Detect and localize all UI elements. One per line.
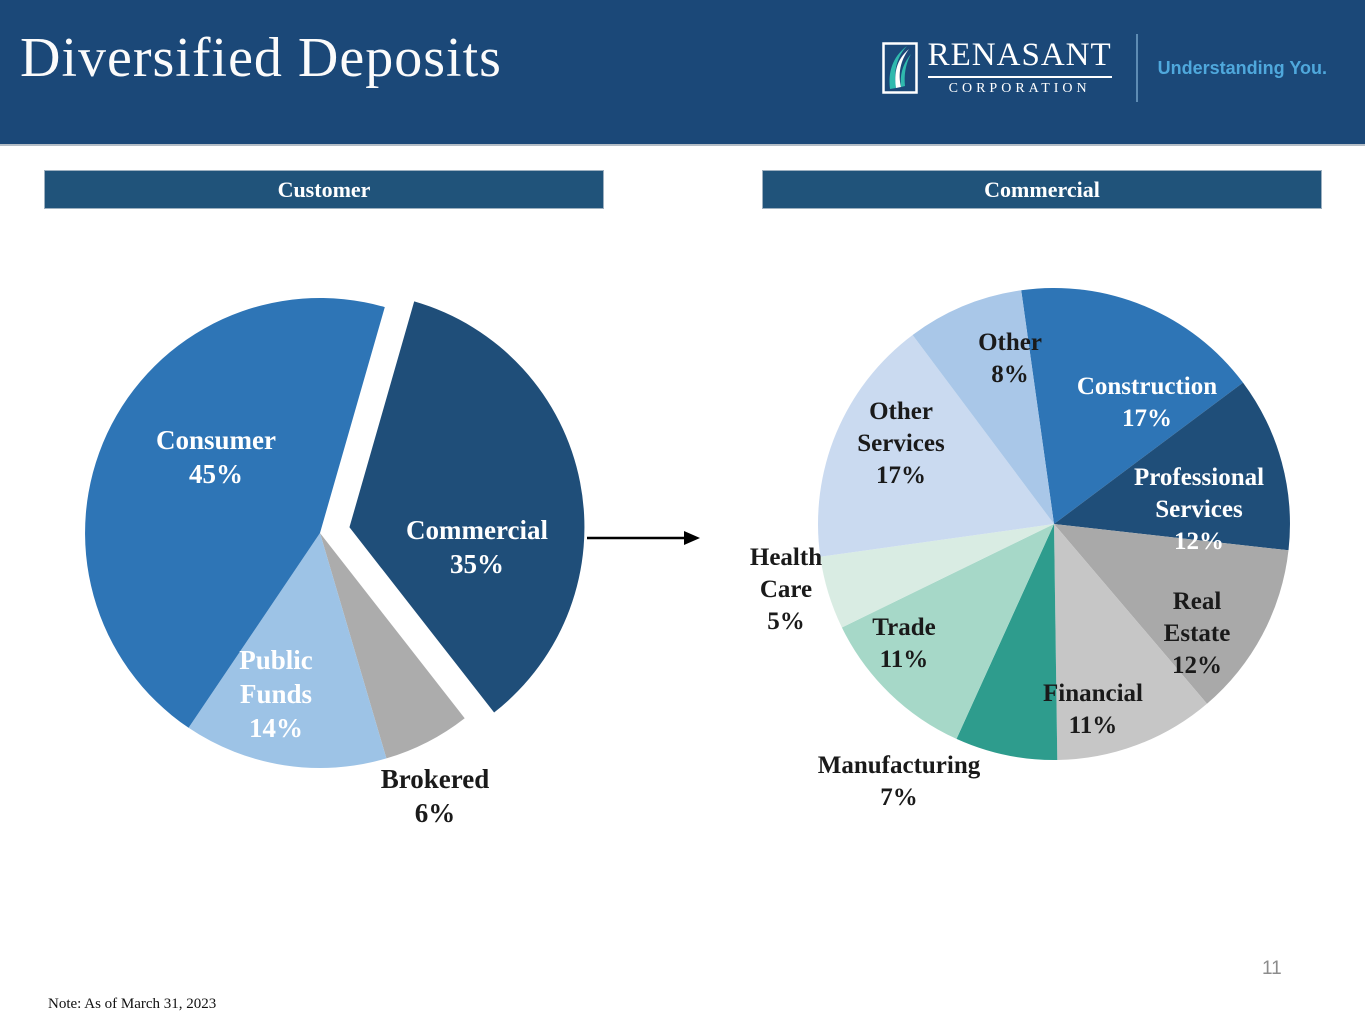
page-title: Diversified Deposits <box>20 27 502 89</box>
logo-wordmark: RENASANT CORPORATION <box>927 39 1112 97</box>
pie-slice-public-funds <box>188 533 387 768</box>
pie-slice-other-services <box>818 335 1054 557</box>
pie-label-consumer: Consumer 45% <box>156 425 276 489</box>
pie-label-health-care: Health Care 5% <box>749 544 823 635</box>
header-banner: Diversified Deposits RENASANT CORPORATIO… <box>0 0 1365 146</box>
pie-slice-commercial <box>349 301 585 713</box>
pie-label-financial: Financial 11% <box>1042 680 1144 739</box>
pie-slice-trade <box>841 524 1054 739</box>
footnote: Note: As of March 31, 2023 <box>48 996 217 1012</box>
section-header-commercial-label: Commercial <box>984 176 1100 202</box>
pie-label-construction: Construction 17% <box>1076 373 1218 432</box>
renasant-logo: RENASANT CORPORATION Understanding You. <box>881 34 1327 102</box>
pie-label-professional-services: Professional Services 12% <box>1133 464 1265 555</box>
pie-label-other: Other 8% <box>978 329 1042 388</box>
pie-slice-manufacturing <box>956 524 1058 761</box>
section-header-commercial: Commercial <box>762 170 1322 209</box>
pie-slice-professional-services <box>1054 382 1290 551</box>
pie-label-trade: Trade 11% <box>872 614 936 673</box>
pie-label-commercial: Commercial 35% <box>406 515 548 579</box>
renasant-feather-icon <box>881 42 918 94</box>
pie-label-real-estate: Real Estate 12% <box>1163 588 1231 679</box>
pie-label-other-services: Other Services 17% <box>857 398 945 489</box>
section-header-customer-label: Customer <box>277 176 371 202</box>
pie-label-manufacturing: Manufacturing 7% <box>817 752 981 811</box>
pie-slice-brokered <box>320 533 465 759</box>
pie-label-brokered: Brokered 6% <box>380 764 490 828</box>
logo-subname: CORPORATION <box>948 81 1091 96</box>
pie-slice-consumer <box>85 298 385 728</box>
pie-label-public-funds: Public Funds 14% <box>239 645 313 743</box>
logo-name: RENASANT <box>927 39 1112 78</box>
page-number: 11 <box>1262 958 1282 979</box>
arrow-head-icon <box>684 531 700 545</box>
logo-tagline: Understanding You. <box>1157 57 1327 78</box>
pie-slice-real-estate <box>1054 524 1289 704</box>
pie-slice-construction <box>1021 288 1243 524</box>
pie-slice-financial <box>1054 524 1207 760</box>
logo-divider <box>1135 34 1138 102</box>
commercial-detail-arrow <box>587 531 700 545</box>
pie-slice-health-care <box>820 524 1054 628</box>
pie-slice-other <box>912 290 1054 524</box>
section-header-customer: Customer <box>44 170 604 209</box>
